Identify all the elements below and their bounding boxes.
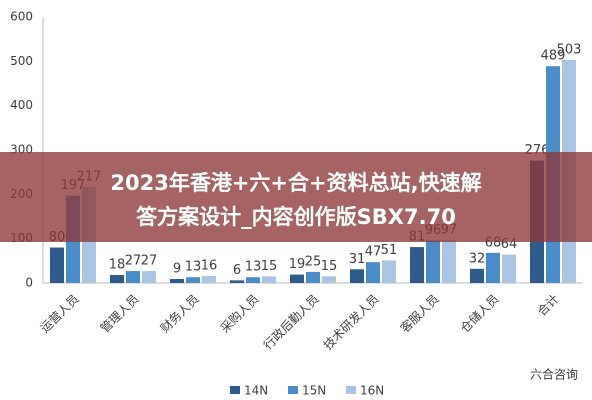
value-label: 27 xyxy=(125,254,142,269)
value-label: 16 xyxy=(201,258,218,273)
bar xyxy=(126,271,140,283)
x-tick-label: 运营人员 xyxy=(38,292,82,336)
value-label: 489 xyxy=(541,49,566,64)
value-label: 503 xyxy=(557,43,582,58)
bar xyxy=(170,279,184,283)
value-label: 32 xyxy=(469,251,486,266)
bar xyxy=(486,252,500,283)
legend-label: 16N xyxy=(360,384,384,398)
bar xyxy=(442,239,456,283)
legend-swatch xyxy=(288,386,298,394)
x-tick-label: 技术研发人员 xyxy=(320,291,382,353)
bar xyxy=(202,275,216,283)
x-tick-label: 行政后勤人员 xyxy=(261,292,322,353)
y-tick-label: 500 xyxy=(10,54,33,68)
value-label: 47 xyxy=(365,245,382,260)
x-tick-label: 合计 xyxy=(534,291,562,319)
value-label: 15 xyxy=(321,259,338,274)
watermark: 六合咨询 xyxy=(530,367,578,382)
x-tick-label: 管理人员 xyxy=(97,291,142,336)
value-label: 51 xyxy=(381,243,398,258)
y-tick-label: 600 xyxy=(10,10,33,24)
bar xyxy=(262,276,276,283)
legend-swatch xyxy=(230,386,240,394)
x-tick-label: 客服人员 xyxy=(397,291,442,336)
bar xyxy=(306,271,320,283)
value-label: 18 xyxy=(109,258,126,273)
x-tick-label: 财务人员 xyxy=(157,291,202,336)
bar xyxy=(110,275,124,283)
y-tick-label: 0 xyxy=(25,276,33,290)
value-label: 25 xyxy=(305,254,322,269)
y-tick-label: 400 xyxy=(10,98,33,112)
bar xyxy=(290,274,304,283)
bar xyxy=(350,269,364,283)
bar xyxy=(142,271,156,283)
bar xyxy=(410,247,424,283)
bar xyxy=(382,260,396,283)
x-tick-label: 采购人员 xyxy=(217,291,262,336)
bar xyxy=(246,277,260,283)
value-label: 27 xyxy=(141,254,158,269)
legend-swatch xyxy=(346,386,356,394)
bar xyxy=(502,254,516,283)
legend-label: 15N xyxy=(302,384,326,398)
bar xyxy=(470,268,484,283)
bar xyxy=(366,262,380,283)
bar xyxy=(50,247,64,283)
bar xyxy=(186,277,200,283)
value-label: 6 xyxy=(233,263,241,278)
bar xyxy=(230,280,244,283)
x-tick-label: 仓储人员 xyxy=(457,291,502,336)
value-label: 19 xyxy=(289,257,306,272)
value-label: 13 xyxy=(185,260,202,275)
bar xyxy=(322,276,336,283)
banner-text: 答方案设计_内容创作版SBX7.70 xyxy=(136,205,456,229)
value-label: 15 xyxy=(261,259,278,274)
banner-text: 2023年香港+六+合+资料总站,快速解 xyxy=(110,171,481,195)
bar xyxy=(426,240,440,283)
value-label: 31 xyxy=(349,252,366,267)
value-label: 9 xyxy=(173,262,181,277)
banner xyxy=(0,152,592,242)
value-label: 13 xyxy=(245,260,262,275)
legend-label: 14N xyxy=(244,384,268,398)
